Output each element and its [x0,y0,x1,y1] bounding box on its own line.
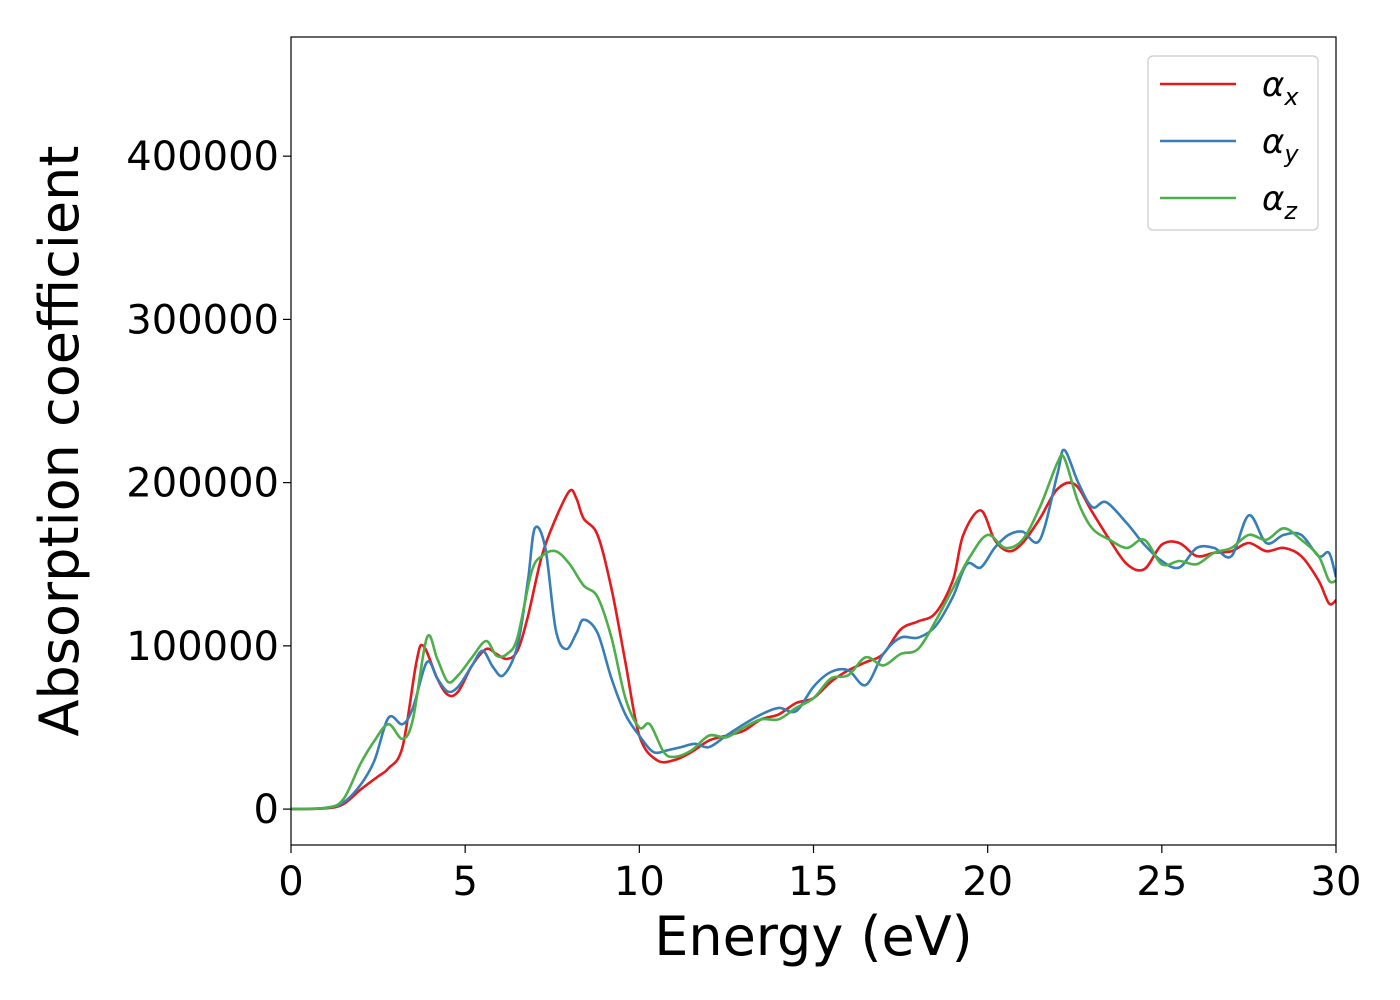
x-tick-label: 5 [452,859,477,905]
y-tick-label: 0 [254,787,279,833]
x-tick-label: 0 [278,859,303,905]
series-layer [291,448,1336,811]
x-tick-label: 25 [1136,859,1187,905]
y-tick-label: 300000 [126,297,279,343]
x-tick-label: 15 [788,859,839,905]
x-axis: 0 5 10 15 20 25 30 [278,845,1361,905]
y-axis-label: Absorption coefficient [28,146,91,737]
x-tick-label: 30 [1311,859,1362,905]
legend-label-y: αy [1262,122,1299,168]
x-axis-label: Energy (eV) [654,905,973,968]
y-tick-label: 200000 [126,461,279,507]
series-line-y [291,448,1336,811]
y-tick-label: 400000 [126,134,279,180]
y-tick-label: 100000 [126,624,279,670]
legend-box [1147,55,1319,231]
legend-label-x: αx [1262,65,1299,111]
series-line-z [291,453,1336,811]
y-axis: 0 100000 200000 300000 400000 [126,134,291,833]
x-tick-label: 20 [962,859,1013,905]
x-tick-label: 10 [614,859,665,905]
